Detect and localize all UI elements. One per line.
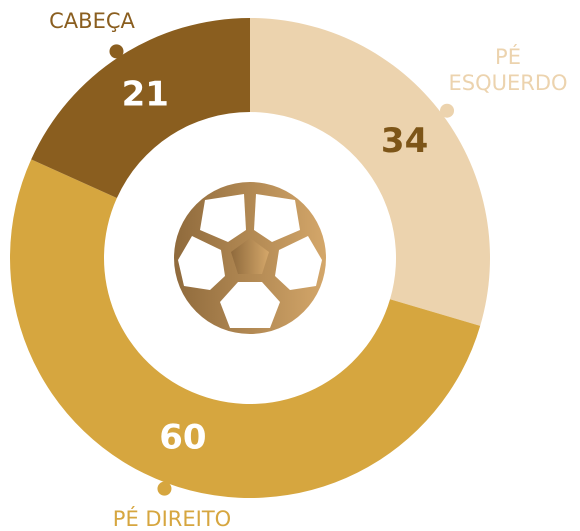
category-label: CABEÇA — [49, 9, 135, 33]
label-dot — [157, 481, 172, 496]
category-label: PÉ DIREITO — [112, 507, 232, 531]
value-label: 34 — [381, 121, 428, 161]
label-dot — [440, 103, 455, 118]
donut-segment — [31, 18, 250, 199]
value-label: 60 — [159, 417, 206, 457]
ball-icon — [174, 182, 326, 334]
category-label: PÉ ESQUERDO — [448, 45, 568, 95]
value-label: 21 — [122, 74, 169, 114]
donut-segment — [250, 18, 491, 326]
label-dot — [109, 44, 124, 59]
donut-segment — [10, 159, 481, 498]
